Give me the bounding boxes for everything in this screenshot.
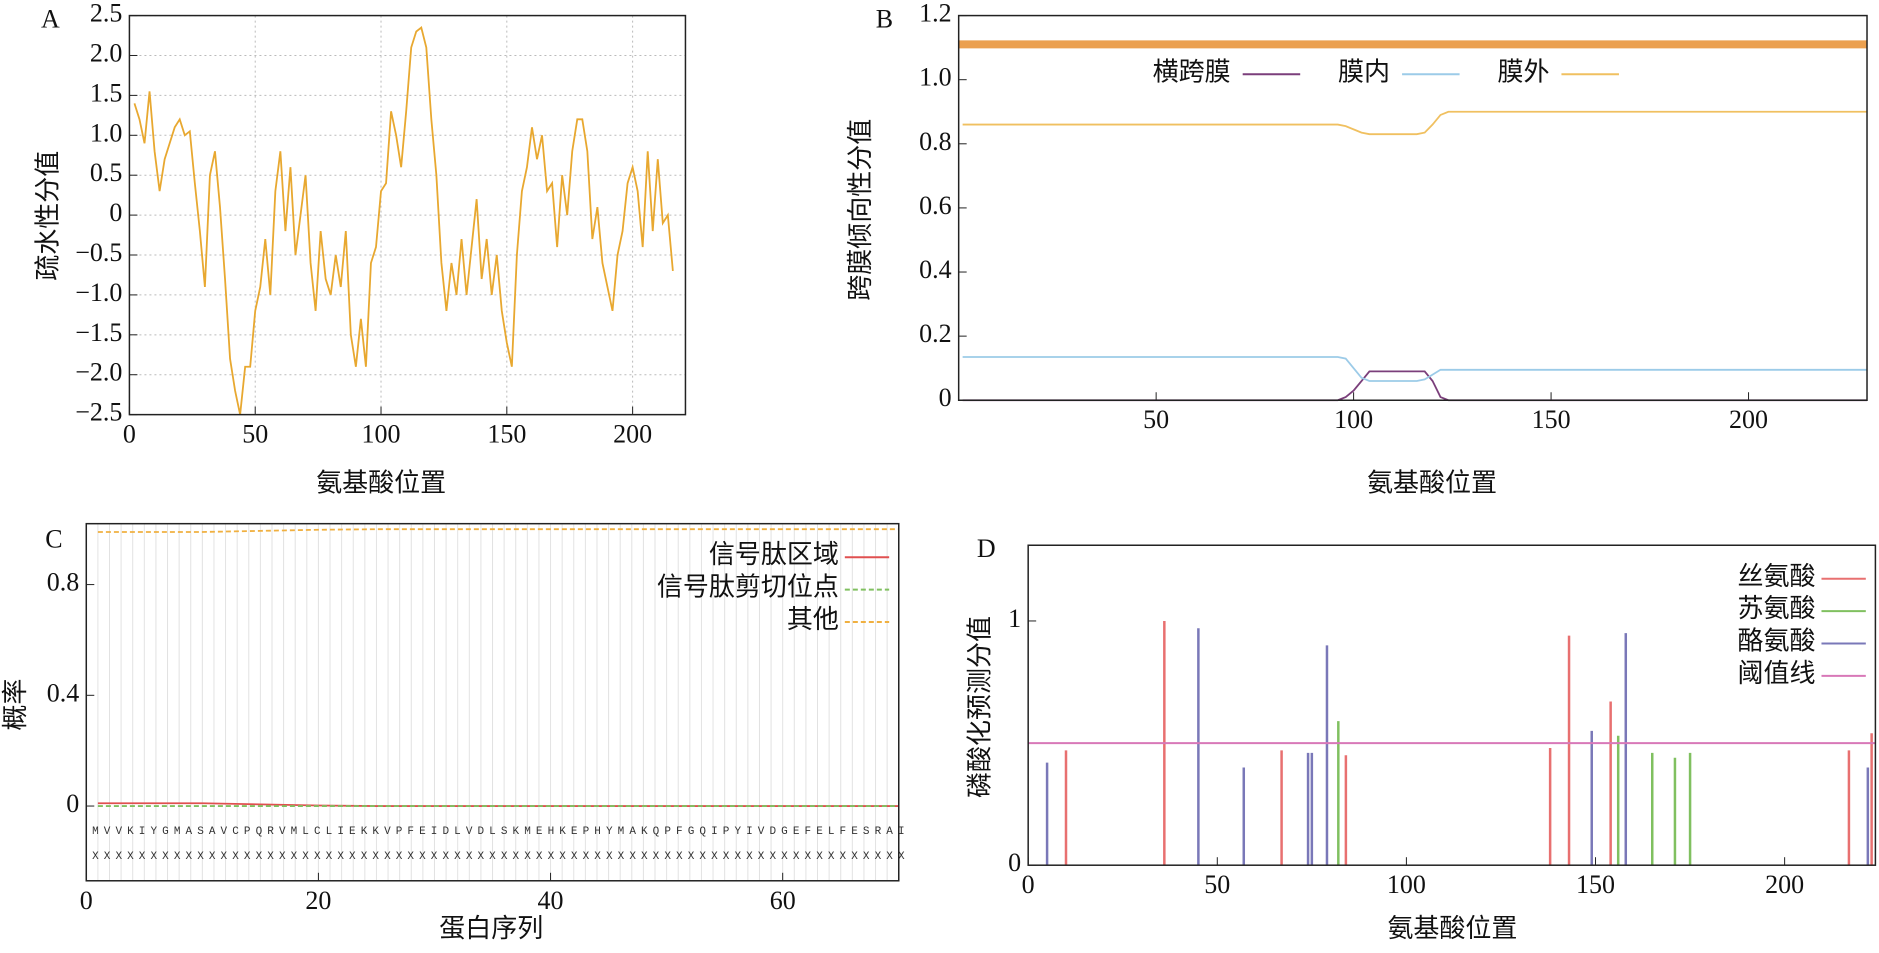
sequence-marks: XXXXXXXXXXXXXXXXXXXXXXXXXXXXXXXXXXXXXXXX…: [92, 851, 905, 863]
y-tick-label: 0.5: [90, 158, 123, 187]
y-tick-label: 0.8: [47, 568, 80, 597]
legend-label: 膜内: [1338, 57, 1390, 86]
y-tick-label: 1.5: [90, 78, 123, 107]
legend-label: 苏氨酸: [1737, 594, 1815, 623]
legend-label: 信号肽剪切位点: [657, 573, 839, 602]
y-axis-label: 疏水性分值: [33, 151, 62, 281]
x-tick-label: 50: [1143, 405, 1169, 434]
panel-label: D: [977, 534, 996, 563]
x-tick-label: 20: [305, 886, 331, 915]
y-tick-label: 0.8: [919, 127, 952, 156]
y-tick-label: 0: [1008, 848, 1021, 877]
x-tick-label: 0: [123, 420, 136, 449]
y-tick-label: 2.5: [90, 0, 123, 28]
y-tick-label: 0.4: [919, 255, 952, 284]
x-tick-label: 100: [362, 420, 401, 449]
y-tick-label: 0: [66, 789, 79, 818]
panel-label: C: [45, 525, 62, 554]
series-line: [133, 25, 674, 415]
legend-label: 酪氨酸: [1737, 626, 1815, 655]
x-tick-label: 0: [1022, 870, 1035, 899]
legend-label: 其他: [787, 605, 839, 634]
x-axis-label: 蛋白序列: [439, 914, 543, 943]
x-axis-label: 氨基酸位置: [1367, 468, 1497, 497]
legend-label: 横跨膜: [1153, 57, 1231, 86]
plot-frame: [85, 522, 900, 882]
y-tick-label: 1.0: [90, 118, 123, 147]
panel-label: A: [41, 5, 60, 34]
series-line: [962, 356, 1868, 382]
x-tick-label: 200: [613, 420, 652, 449]
y-tick-label: 1: [1008, 604, 1021, 633]
x-tick-label: 40: [538, 886, 564, 915]
y-axis-label: 概率: [1, 679, 30, 731]
y-axis-label: 跨膜倾向性分值: [846, 119, 875, 301]
y-tick-label: −2.0: [75, 358, 122, 387]
y-tick-label: −1.0: [75, 278, 122, 307]
y-tick-label: 0.2: [919, 319, 952, 348]
x-tick-label: 150: [487, 420, 526, 449]
y-tick-label: 0.4: [47, 678, 80, 707]
panel: C 蛋白序列 概率 0 20 40 60 0 0.4 0.8 MVVKIYGMASAVCPQRVML…: [1, 522, 905, 943]
x-tick-label: 150: [1532, 405, 1571, 434]
plot-frame: [1027, 544, 1877, 866]
x-tick-label: 0: [80, 886, 93, 915]
series-line: [97, 528, 899, 533]
x-tick-label: 100: [1334, 405, 1373, 434]
y-tick-label: −0.5: [75, 238, 122, 267]
y-axis-label: 磷酸化预测分值: [966, 616, 995, 798]
x-tick-label: 50: [242, 420, 268, 449]
legend-label: 丝氨酸: [1737, 562, 1815, 591]
y-tick-label: 1.2: [919, 0, 952, 28]
x-tick-label: 100: [1387, 870, 1426, 899]
x-tick-label: 60: [770, 886, 796, 915]
x-tick-label: 200: [1729, 405, 1768, 434]
y-tick-label: 1.0: [919, 63, 952, 92]
series-line: [962, 110, 1868, 136]
plot-frame: [128, 14, 687, 416]
y-tick-label: −2.5: [75, 398, 122, 427]
sequence: MVVKIYGMASAVCPQRVMLCLIEKKVPFEIDLVDLSKMEH…: [92, 826, 904, 838]
panel: B 氨基酸位置 跨膜倾向性分值 50 100 150 200 0 0.2 0.4 0.6 0.8 1.0…: [846, 0, 1868, 497]
panel: A 氨基酸位置 疏水性分值 0 50 100 150 200 −2.5 −2.0 −1.5 −1.0 −…: [33, 0, 687, 497]
x-tick-label: 50: [1204, 870, 1230, 899]
legend-label: 信号肽区域: [709, 540, 839, 569]
y-tick-label: 0.6: [919, 191, 952, 220]
legend-label: 膜外: [1497, 57, 1549, 86]
x-tick-label: 150: [1576, 870, 1615, 899]
y-tick-label: −1.5: [75, 318, 122, 347]
legend-label: 阈值线: [1737, 659, 1815, 688]
plot-frame: [957, 14, 1868, 401]
x-tick-label: 200: [1765, 870, 1804, 899]
y-tick-label: 2.0: [90, 38, 123, 67]
x-axis-label: 氨基酸位置: [1387, 914, 1517, 943]
y-tick-label: 0: [939, 383, 952, 412]
y-tick-label: 0: [109, 198, 122, 227]
series-line: [962, 370, 1868, 402]
x-axis-label: 氨基酸位置: [316, 468, 446, 497]
panel-label: B: [876, 5, 893, 34]
